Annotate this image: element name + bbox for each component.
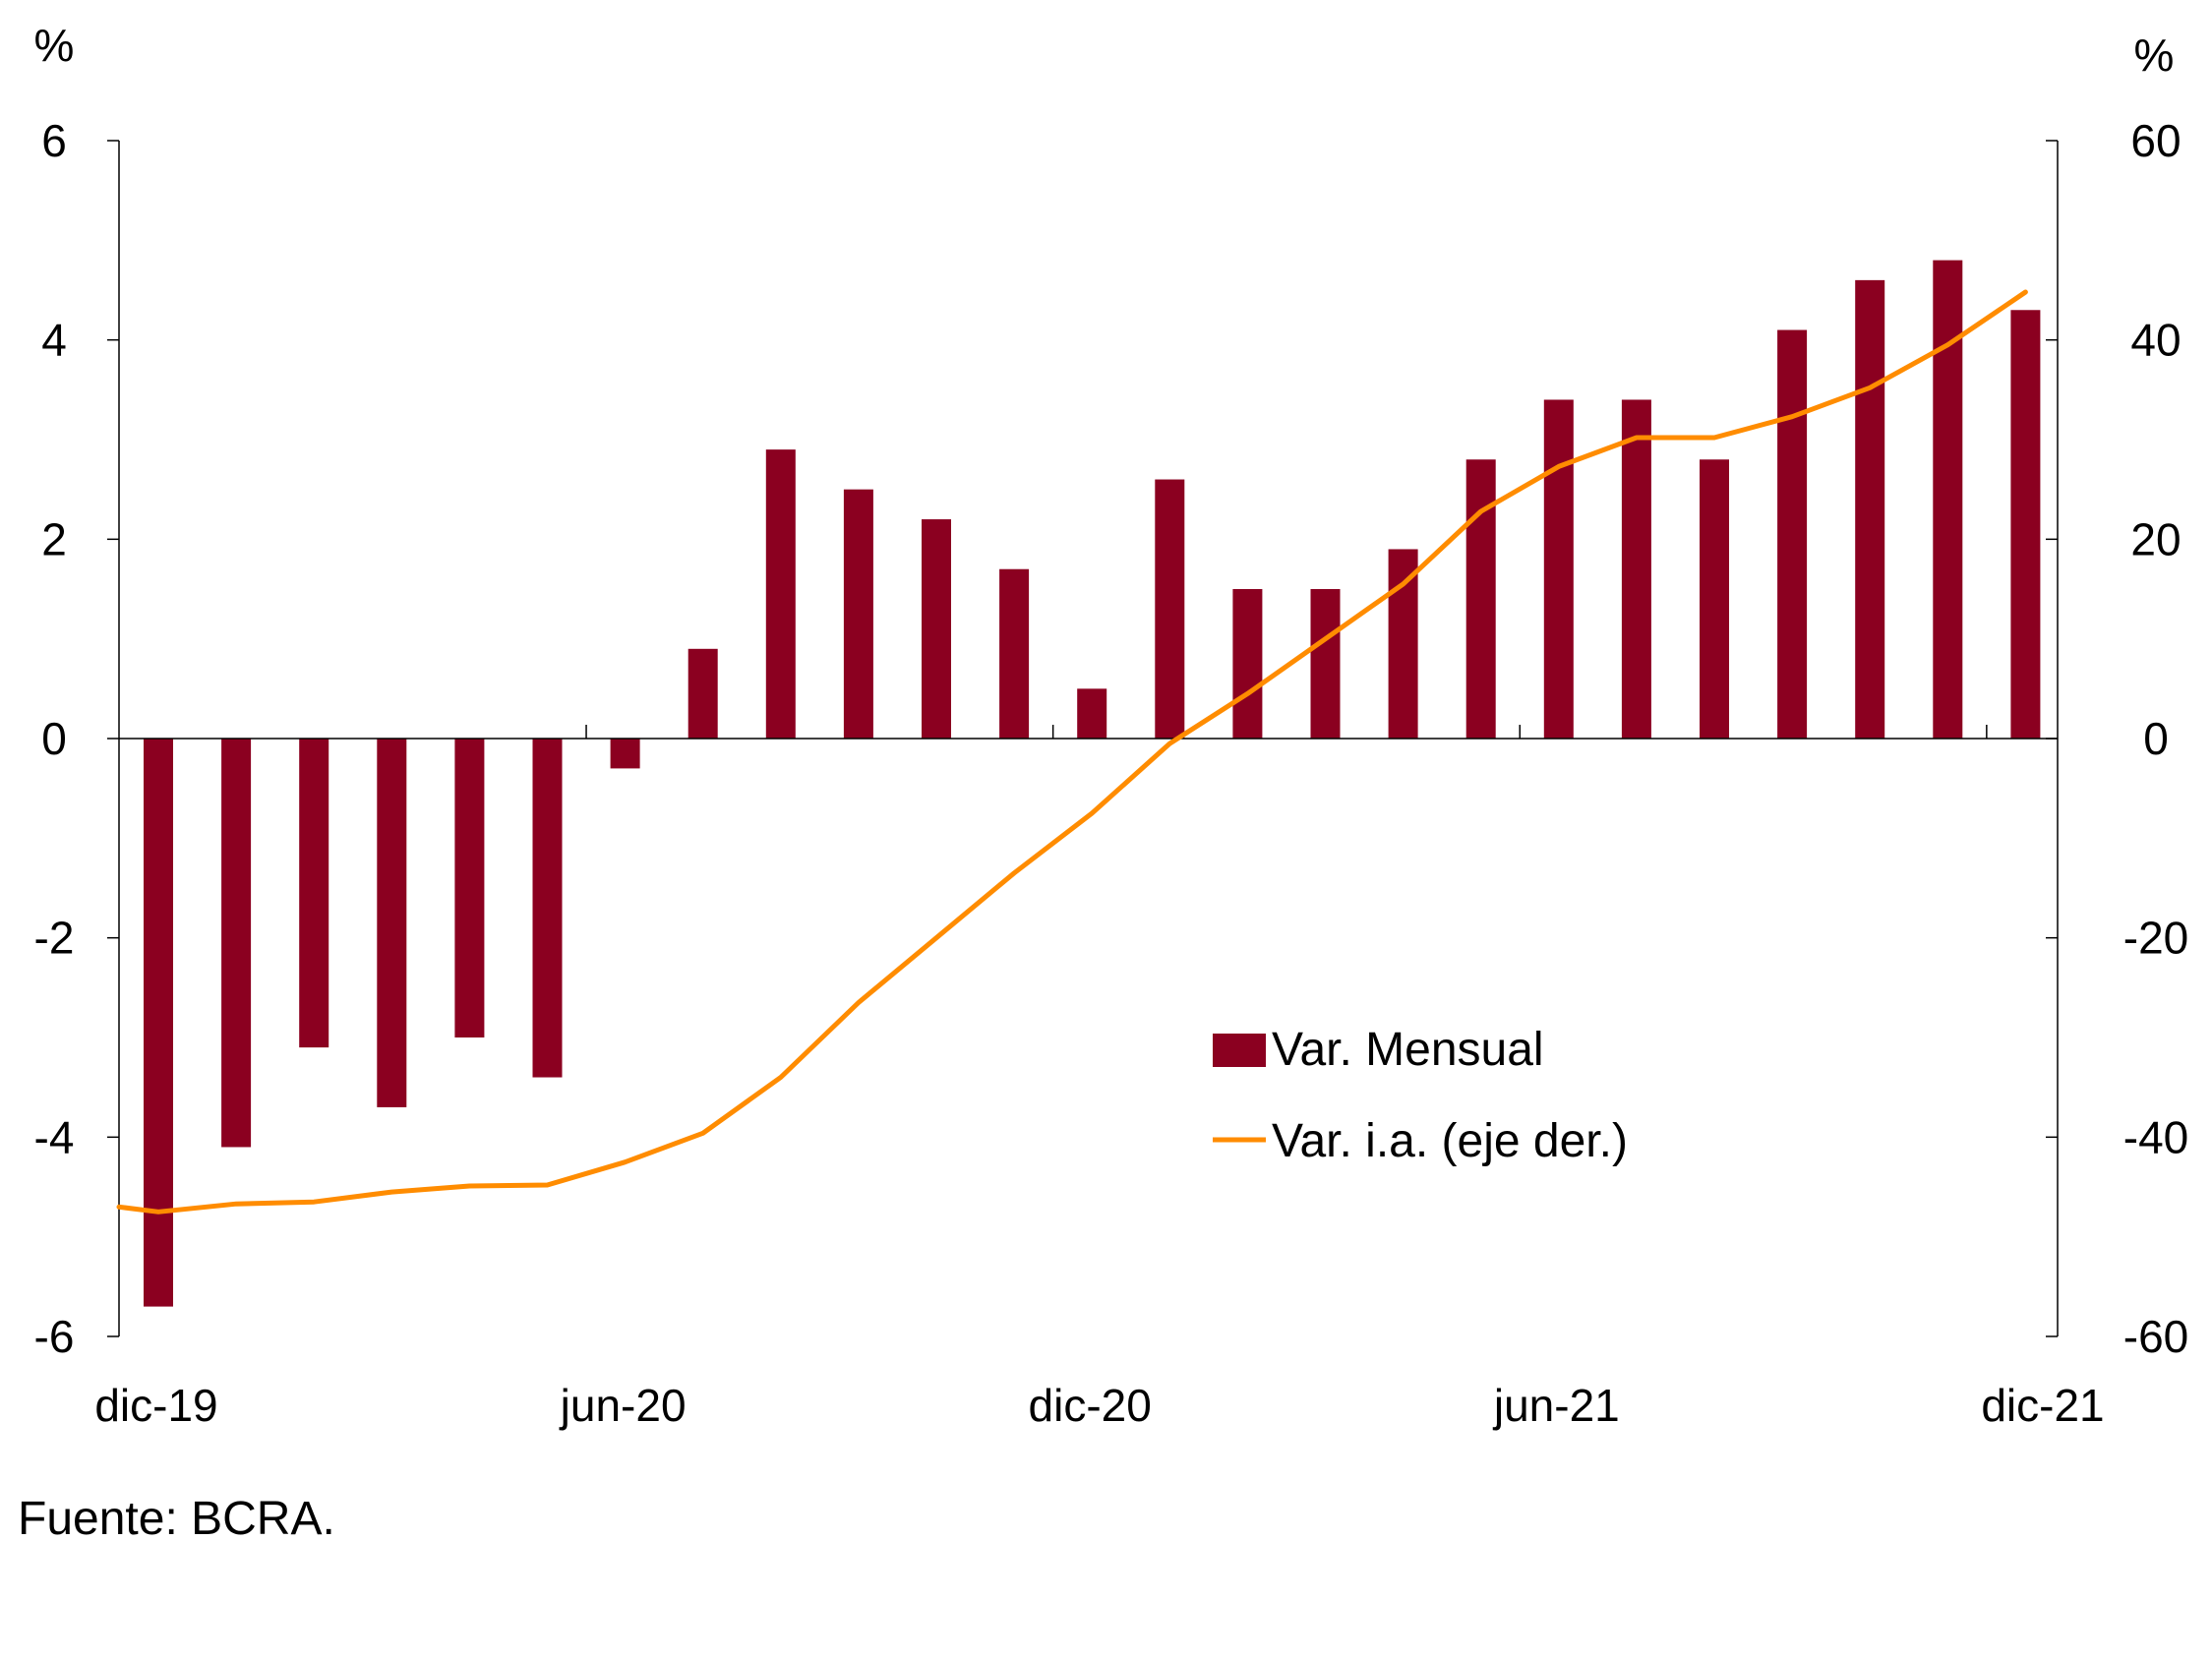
bar-var-mensual <box>1700 459 1729 739</box>
bar-var-mensual <box>1465 459 1496 739</box>
bar-var-mensual <box>1933 260 1963 739</box>
left-axis-tick-label: -2 <box>34 913 75 964</box>
source-note: Fuente: BCRA. <box>18 1493 335 1545</box>
bar-var-mensual <box>688 648 718 739</box>
left-axis-tick-label: 4 <box>41 315 67 366</box>
right-axis-tick-label: -40 <box>2123 1111 2188 1162</box>
right-axis-tick-label: 40 <box>2130 315 2181 366</box>
left-axis-tick-label: -4 <box>34 1111 75 1162</box>
right-axis-ticks: 60 40 20 0 -20 -40 -60 <box>2046 115 2188 1362</box>
legend-swatch-var-mensual <box>1213 1034 1266 1067</box>
bar-var-mensual <box>2010 310 2041 739</box>
x-axis-tick-label: jun-21 <box>1492 1380 1620 1431</box>
legend: Var. Mensual Var. i.a. (eje der.) <box>1213 1024 1628 1167</box>
bar-var-mensual <box>610 739 640 769</box>
left-axis-unit-label: % <box>34 20 75 71</box>
right-axis-tick-label: -60 <box>2123 1311 2188 1362</box>
x-axis-tick-label: jun-20 <box>559 1380 687 1431</box>
legend-label-var-mensual: Var. Mensual <box>1272 1024 1544 1076</box>
bar-var-mensual <box>144 739 173 1307</box>
bar-var-mensual <box>377 739 407 1107</box>
x-axis-tick-label: dic-20 <box>1029 1380 1152 1431</box>
x-axis-tick-label: dic-19 <box>94 1380 217 1431</box>
right-axis-tick-label: 20 <box>2130 513 2181 564</box>
left-axis-tick-label: 0 <box>41 713 67 764</box>
bar-var-mensual <box>1310 589 1341 739</box>
bar-var-mensual <box>1155 479 1185 739</box>
line-series-var-ia <box>116 289 2028 1215</box>
bar-var-mensual <box>1621 399 1651 739</box>
right-axis-tick-label: 60 <box>2130 115 2181 166</box>
right-axis-unit-label: % <box>2134 30 2175 81</box>
bar-var-mensual <box>1232 589 1263 739</box>
left-axis-tick-label: 2 <box>41 513 67 564</box>
bar-var-mensual <box>1543 399 1574 739</box>
bar-var-mensual <box>843 489 873 739</box>
x-axis-ticks: dic-19 jun-20 dic-20 jun-21 dic-21 <box>94 725 2105 1431</box>
bar-var-mensual <box>1855 279 1885 739</box>
bar-var-mensual <box>1077 688 1107 739</box>
bar-var-mensual <box>299 739 329 1048</box>
bar-var-mensual <box>1777 329 1808 739</box>
bar-var-mensual <box>532 739 563 1078</box>
bar-var-mensual <box>765 449 796 739</box>
left-axis-tick-label: -6 <box>34 1311 75 1362</box>
right-axis-tick-label: 0 <box>2143 713 2169 764</box>
x-axis-tick-label: dic-21 <box>1981 1380 2104 1431</box>
bar-var-mensual <box>221 739 252 1148</box>
bar-var-mensual <box>454 739 485 1037</box>
legend-label-var-ia: Var. i.a. (eje der.) <box>1272 1115 1628 1167</box>
bar-var-mensual <box>922 519 951 739</box>
right-axis-tick-label: -20 <box>2123 913 2188 964</box>
bar-series-var-mensual <box>144 260 2041 1307</box>
left-axis-tick-label: 6 <box>41 115 67 166</box>
left-axis-ticks: 6 4 2 0 -2 -4 -6 <box>34 115 119 1362</box>
bar-var-mensual <box>999 568 1030 739</box>
